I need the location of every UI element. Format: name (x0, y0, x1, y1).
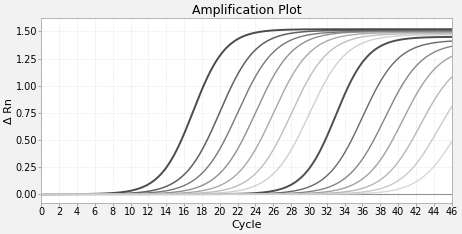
X-axis label: Cycle: Cycle (231, 220, 262, 230)
Y-axis label: Δ Rn: Δ Rn (4, 98, 14, 124)
Title: Amplification Plot: Amplification Plot (192, 4, 301, 17)
